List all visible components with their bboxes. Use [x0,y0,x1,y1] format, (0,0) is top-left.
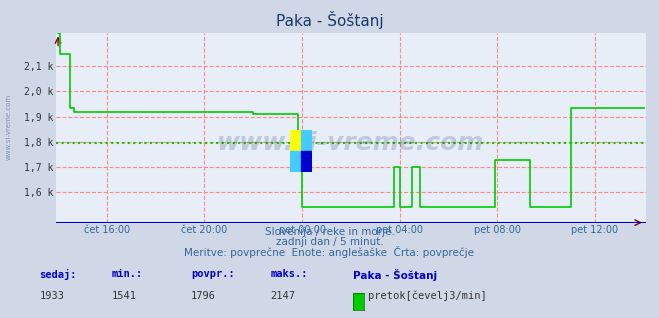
Bar [301,130,312,151]
Text: www.si-vreme.com: www.si-vreme.com [217,131,484,155]
Text: povpr.:: povpr.: [191,269,235,279]
Text: Slovenija / reke in morje.: Slovenija / reke in morje. [264,227,395,237]
Bar [301,151,312,172]
Text: 1933: 1933 [40,291,65,301]
Text: pretok[čevelj3/min]: pretok[čevelj3/min] [368,291,486,301]
Text: 1796: 1796 [191,291,216,301]
Text: maks.:: maks.: [270,269,308,279]
Text: 1541: 1541 [112,291,137,301]
Text: Paka - Šoštanj: Paka - Šoštanj [275,11,384,29]
Text: Paka - Šoštanj: Paka - Šoštanj [353,269,437,281]
Bar [290,130,301,151]
Text: 2147: 2147 [270,291,295,301]
Text: www.si-vreme.com: www.si-vreme.com [5,94,12,160]
Text: Meritve: povprečne  Enote: anglešaške  Črta: povprečje: Meritve: povprečne Enote: anglešaške Črt… [185,246,474,259]
Text: min.:: min.: [112,269,143,279]
Text: zadnji dan / 5 minut.: zadnji dan / 5 minut. [275,237,384,247]
Text: sedaj:: sedaj: [40,269,77,280]
Bar [290,151,301,172]
